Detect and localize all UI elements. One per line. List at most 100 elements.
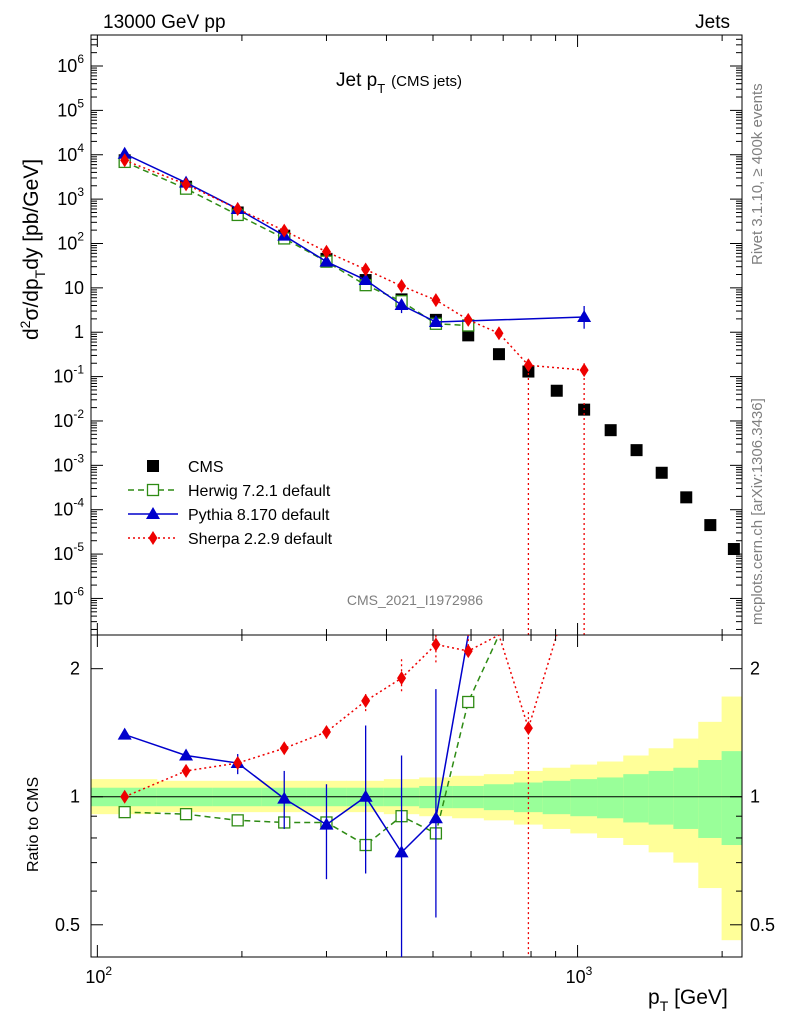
ratio-series-herwig <box>118 635 500 852</box>
y-tick-label: 10 <box>64 278 84 298</box>
ratio-point <box>117 727 132 740</box>
legend-item: Pythia 8.170 default <box>128 507 330 524</box>
data-point <box>117 146 132 159</box>
ratio-point <box>179 748 194 761</box>
inner-band-bin <box>721 751 742 846</box>
y-tick-label: 102 <box>57 229 84 253</box>
chart-title-suffix: (CMS jets) <box>391 73 462 90</box>
ratio-point <box>431 637 441 652</box>
data-point <box>680 491 693 504</box>
data-point <box>577 310 592 323</box>
ratio-point <box>361 693 371 708</box>
ratio-point <box>428 811 443 824</box>
x-tick-label: 103 <box>566 964 593 987</box>
data-point <box>394 298 409 311</box>
ratio-point <box>319 817 334 830</box>
chart-title: Jet pT (CMS jets) <box>336 70 462 96</box>
data-point <box>428 315 443 328</box>
y-tick-label: 10-2 <box>53 407 84 431</box>
y-tick-label: 10-6 <box>53 584 84 608</box>
y-tick-label: 104 <box>57 141 84 165</box>
legend: CMS Herwig 7.2.1 default Pythia 8.170 defa… <box>128 459 333 548</box>
data-point <box>181 177 191 192</box>
data-point <box>523 358 533 373</box>
ratio-point <box>397 671 407 686</box>
ratio-y-tick-label-right: 0.5 <box>750 915 775 935</box>
data-point <box>492 348 505 361</box>
y-axis-label: d2σ/dpTdy [pb/GeV] <box>17 159 48 340</box>
ratio-point <box>233 756 243 771</box>
svg-text:d2σ/dpTdy [pb/GeV]: d2σ/dpTdy [pb/GeV] <box>17 159 48 340</box>
ratio-panel <box>90 634 743 958</box>
data-point <box>233 201 243 216</box>
ratio-line <box>124 635 558 798</box>
inner-band-bin <box>698 759 723 838</box>
ratio-point <box>179 808 193 821</box>
legend-label: Pythia 8.170 default <box>188 507 330 524</box>
ratio-y-axis-label: Ratio to CMS <box>25 777 42 872</box>
ratio-point <box>279 741 289 756</box>
watermark: CMS_2021_I1972986 <box>347 592 483 608</box>
y-tick-label: 10-4 <box>53 496 84 520</box>
chart-title-main: Jet p <box>336 70 377 91</box>
legend-item: Sherpa 2.2.9 default <box>128 531 333 548</box>
inner-band-bin <box>597 777 624 819</box>
ratio-y-tick-label-right: 2 <box>750 659 760 679</box>
header-left-label: 13000 GeV pp <box>103 12 226 33</box>
y-tick-label: 1 <box>74 322 84 342</box>
data-point <box>704 519 717 532</box>
ratio-y-tick-label: 2 <box>70 659 80 679</box>
legend-item: Herwig 7.2.1 default <box>128 483 331 500</box>
data-point <box>550 384 563 397</box>
inner-band-bin <box>623 774 650 823</box>
ratio-frame-border <box>90 634 743 958</box>
legend-label: CMS <box>188 459 224 476</box>
ratio-series-group <box>117 635 558 957</box>
y-tick-label: 10-1 <box>53 363 84 387</box>
y-tick-label: 10-3 <box>53 451 84 475</box>
data-point <box>397 279 407 294</box>
rivet-label: Rivet 3.1.10, ≥ 400k events <box>749 83 766 265</box>
legend-label: Herwig 7.2.1 default <box>188 483 331 500</box>
series-sherpa <box>120 153 589 635</box>
legend-item: CMS <box>147 459 224 476</box>
x-tick-label: 102 <box>85 964 112 987</box>
ratio-point <box>463 644 473 659</box>
ratio-point <box>277 791 292 804</box>
mcplots-label: mcplots.cern.ch [arXiv:1306.3436] <box>749 398 766 625</box>
data-point <box>579 363 589 378</box>
ratio-point <box>394 845 409 858</box>
y-tick-label: 105 <box>57 96 84 120</box>
uncertainty-bands <box>91 696 742 941</box>
y-tick-label: 10-5 <box>53 540 84 564</box>
ratio-series-pythia <box>117 635 469 957</box>
chart-title-sub: T <box>377 81 385 96</box>
data-point <box>462 329 475 342</box>
data-point <box>463 312 473 327</box>
ratio-series-sherpa <box>120 635 558 957</box>
ratio-point <box>358 789 373 802</box>
ratio-line <box>124 635 500 846</box>
legend-marker <box>146 507 160 519</box>
ratio-point <box>118 805 131 819</box>
x-axis-label: pT [GeV] <box>648 986 728 1014</box>
ratio-y-tick-label-right: 1 <box>750 787 760 807</box>
data-point <box>604 424 617 437</box>
inner-band-bin <box>648 770 674 825</box>
y-tick-label: 106 <box>57 52 84 76</box>
svg-text:pT [GeV]: pT [GeV] <box>648 986 728 1014</box>
inner-band-bin <box>673 767 699 829</box>
main-series-group <box>117 146 740 635</box>
ratio-point <box>181 763 191 778</box>
data-point <box>727 543 740 556</box>
ratio-point <box>231 814 244 827</box>
header-right-label: Jets <box>695 12 730 33</box>
ratio-y-tick-label: 0.5 <box>55 915 80 935</box>
data-point <box>120 153 130 168</box>
legend-marker <box>148 531 158 545</box>
inner-band-bin <box>570 779 598 817</box>
ratio-point <box>523 721 533 736</box>
data-point <box>431 293 441 308</box>
legend-label: Sherpa 2.2.9 default <box>188 531 333 548</box>
